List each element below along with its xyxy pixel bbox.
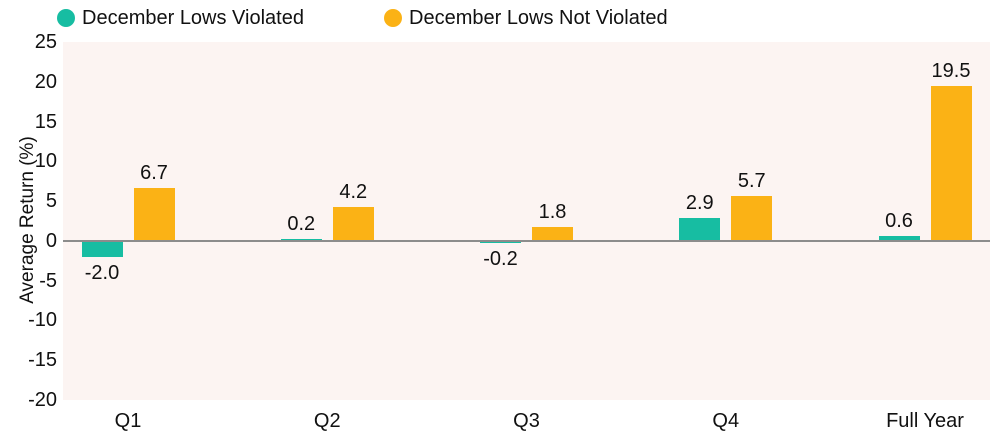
y-tick-label: -10 <box>28 309 57 332</box>
zero-axis-line <box>63 239 990 242</box>
x-tick-label: Q4 <box>712 410 740 432</box>
legend: December Lows Violated December Lows Not… <box>0 0 1002 38</box>
bar-value-label: 5.7 <box>737 169 766 192</box>
x-tick-label: Q3 <box>513 410 540 432</box>
y-tick-label: 15 <box>34 110 57 133</box>
y-tick-label: -5 <box>39 269 57 292</box>
legend-item-violated: December Lows Violated <box>57 5 304 31</box>
bar-value-label: 4.2 <box>339 181 368 204</box>
y-tick-label: 0 <box>45 229 57 252</box>
bar-value-label: 1.8 <box>538 200 567 223</box>
y-tick-label: 25 <box>34 31 57 53</box>
bar <box>133 187 175 241</box>
bar-value-label: -0.2 <box>483 247 518 270</box>
plot-area: -2.0 6.7 0.2 4.2 -0.2 1.8 2.9 5.7 0.6 19.5 <box>63 42 990 400</box>
legend-dot-icon <box>384 9 402 27</box>
bar <box>480 240 521 243</box>
legend-dot-icon <box>57 9 75 27</box>
x-tick-label: Q1 <box>114 410 142 432</box>
bar <box>81 240 123 257</box>
bar <box>679 217 721 241</box>
y-tick-label: 5 <box>45 190 57 213</box>
bar-value-label: 0.2 <box>287 212 316 235</box>
bar-value-label: 2.9 <box>685 191 714 214</box>
y-tick-label: -20 <box>28 389 57 411</box>
legend-label: December Lows Not Violated <box>409 7 668 29</box>
bar-value-label: 19.5 <box>931 59 971 82</box>
bar-value-label: -2.0 <box>84 261 120 284</box>
legend-item-not-violated: December Lows Not Violated <box>384 5 668 31</box>
bar <box>878 236 920 241</box>
y-tick-label: 10 <box>34 150 57 173</box>
x-tick-label: Q2 <box>313 410 341 432</box>
bar <box>731 195 773 241</box>
y-tick-label: 20 <box>34 70 57 93</box>
x-tick-label: Full Year <box>886 410 964 432</box>
bar-value-label: 6.7 <box>140 161 168 184</box>
bar-value-label: 0.6 <box>885 210 913 233</box>
y-tick-label: -15 <box>28 349 57 372</box>
legend-label: December Lows Violated <box>82 7 304 29</box>
bar <box>532 226 573 241</box>
bar <box>930 85 972 241</box>
bar <box>332 207 374 241</box>
